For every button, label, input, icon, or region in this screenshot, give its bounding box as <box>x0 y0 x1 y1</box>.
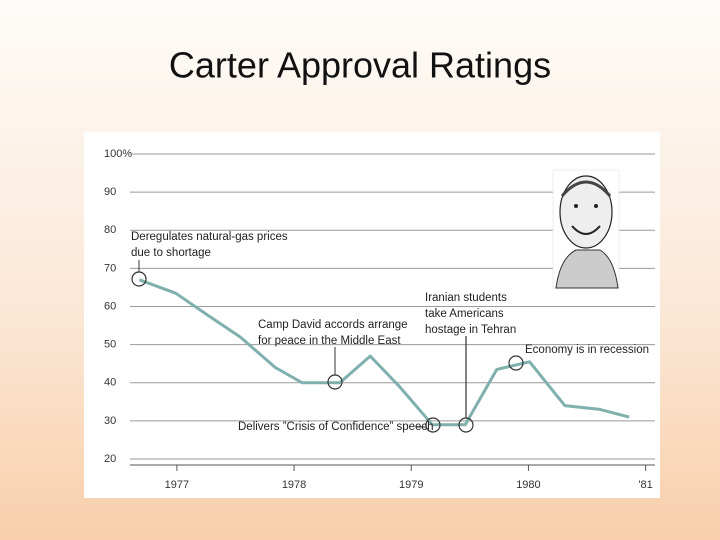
y-tick-label: 70 <box>104 262 116 274</box>
portrait-smile <box>571 225 601 235</box>
portrait-eye <box>574 204 578 208</box>
x-tick-label: 1978 <box>282 479 306 491</box>
annotation: due to shortage <box>131 247 211 259</box>
y-tick-label: 100% <box>104 148 132 160</box>
y-tick-label: 60 <box>104 300 116 312</box>
portrait <box>552 169 620 289</box>
portrait-eye <box>594 204 598 208</box>
portrait-shoulders <box>555 249 619 289</box>
x-tick-label: 1980 <box>516 479 540 491</box>
annotation-marker <box>508 355 524 371</box>
annotation: Delivers ”Crisis of Confidence” speech <box>238 421 434 433</box>
x-tick-label: '81 <box>638 479 652 491</box>
approval-line <box>138 278 630 427</box>
y-tick-label: 50 <box>104 339 116 351</box>
y-tick-label: 80 <box>104 224 116 236</box>
annotation: Iranian students <box>425 292 507 304</box>
annotation: Camp David accords arrange <box>258 319 408 331</box>
annotation: take Americans <box>425 308 504 320</box>
y-tick-label: 90 <box>104 186 116 198</box>
annotation-marker <box>425 417 441 433</box>
annotation: Deregulates natural-gas prices <box>131 231 288 243</box>
y-tick-label: 20 <box>104 453 116 465</box>
portrait-face <box>559 175 613 249</box>
slide-title: Carter Approval Ratings <box>169 45 551 86</box>
annotation: for peace in the Middle East <box>258 335 401 347</box>
annotation: hostage in Tehran <box>425 324 516 336</box>
y-tick-label: 30 <box>104 415 116 427</box>
annotation: Economy is in recession <box>525 344 649 356</box>
x-tick-label: 1979 <box>399 479 423 491</box>
x-tick-label: 1977 <box>165 479 189 491</box>
portrait-hair <box>560 180 612 197</box>
y-tick-label: 40 <box>104 377 116 389</box>
